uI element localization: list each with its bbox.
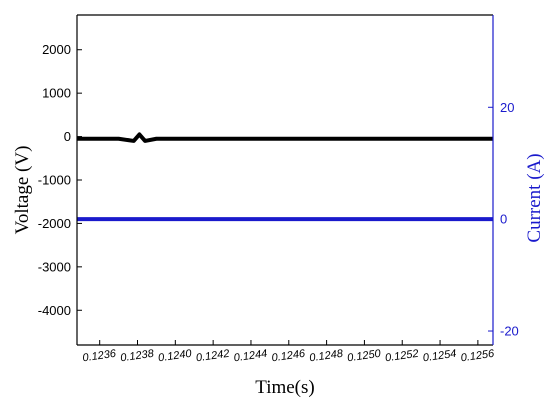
x-tick-label: 0.1240 — [157, 348, 193, 365]
x-tick-label: 0.1250 — [347, 348, 383, 365]
y-tick-label-right: 20 — [500, 100, 514, 115]
y-tick-label-left: 0 — [64, 129, 71, 144]
x-axis-label: Time(s) — [255, 377, 314, 398]
y-tick-label-right: -20 — [500, 324, 519, 339]
x-tick-label: 0.1248 — [309, 348, 345, 365]
y-tick-label-left: -1000 — [38, 173, 71, 188]
y-axis-label-left: Voltage (V) — [12, 146, 33, 235]
voltage-series-line — [77, 132, 493, 143]
x-tick-label: 0.1236 — [82, 348, 118, 365]
y-axis-label-right: Current (A) — [524, 153, 545, 242]
x-tick-label: 0.1254 — [422, 348, 457, 365]
y-tick-label-left: -4000 — [38, 303, 71, 318]
x-tick-label: 0.1238 — [120, 348, 156, 365]
y-tick-label-right: 0 — [500, 212, 507, 227]
x-tick-label: 0.1242 — [195, 348, 230, 365]
x-tick-label: 0.1256 — [460, 348, 496, 365]
y-tick-label-left: 1000 — [42, 86, 71, 101]
y-tick-label-left: -2000 — [38, 216, 71, 231]
x-tick-label: 0.1246 — [271, 348, 307, 365]
x-tick-label: 0.1244 — [233, 348, 268, 365]
y-tick-label-left: 2000 — [42, 42, 71, 57]
x-tick-label: 0.1252 — [384, 348, 419, 365]
y-tick-label-left: -3000 — [38, 259, 71, 274]
